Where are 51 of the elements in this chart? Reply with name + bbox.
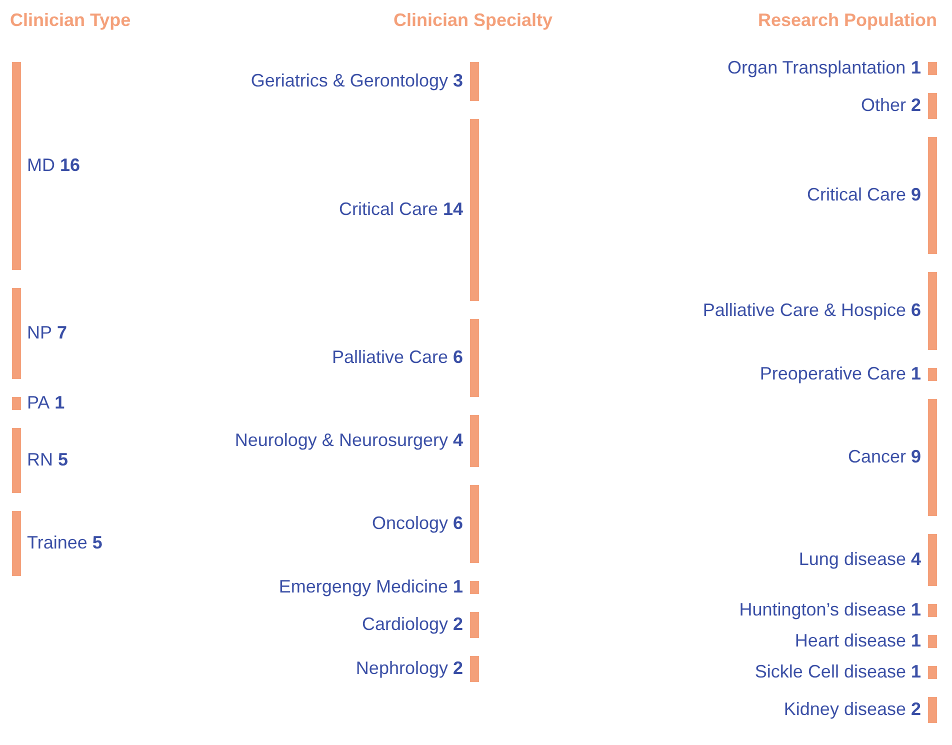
- category-label: Cancer: [848, 446, 911, 466]
- data-label: 3: [452, 70, 464, 90]
- data-label: 16: [60, 154, 80, 175]
- data-label: 1: [54, 392, 65, 412]
- category-label: Palliative Care & Hospice: [702, 300, 911, 320]
- data-label: 5: [92, 532, 102, 552]
- category-label: RN: [27, 449, 58, 470]
- data-label: 2: [910, 698, 922, 719]
- category-label: Trainee: [27, 532, 92, 552]
- data-label: 1: [910, 630, 922, 650]
- text: Clinician Type: [10, 10, 131, 30]
- data-label: 5: [58, 449, 68, 470]
- category-label: Other: [860, 94, 911, 115]
- data-label: 1: [910, 661, 922, 682]
- data-label: 2: [452, 614, 464, 634]
- category-label: NP: [27, 322, 57, 342]
- data-label: 2: [452, 658, 464, 678]
- data-label: 1: [452, 576, 464, 596]
- data-label: 6: [910, 300, 922, 320]
- category-label: Sickle Cell disease: [754, 661, 911, 682]
- category-label: Geriatrics & Gerontology: [250, 70, 453, 90]
- data-label: 9: [910, 184, 922, 204]
- category-label: Organ Transplantation: [728, 57, 911, 78]
- data-label: 2: [910, 94, 922, 115]
- category-label: Huntington’s disease: [739, 599, 912, 620]
- data-label: 6: [452, 512, 464, 533]
- category-label: PA: [27, 392, 54, 412]
- category-label: MD: [27, 154, 60, 175]
- category-label: Cardiology: [362, 614, 453, 634]
- category-label: Kidney disease: [784, 698, 911, 719]
- data-label: 1: [910, 599, 922, 620]
- data-label: 6: [452, 346, 464, 367]
- category-label: Lung disease: [798, 548, 911, 569]
- category-label: Critical Care: [338, 198, 443, 219]
- data-label: 1: [910, 363, 922, 384]
- data-label: 1: [910, 57, 922, 78]
- category-label: Neurology & Neurosurgery: [234, 430, 453, 450]
- text: Clinician Specialty: [393, 10, 553, 30]
- data-label: 4: [452, 430, 464, 450]
- category-label: Palliative Care: [332, 346, 453, 367]
- category-label: Critical Care: [806, 184, 911, 204]
- category-label: Oncology: [372, 512, 453, 533]
- category-label: Nephrology: [356, 658, 453, 678]
- category-label: Heart disease: [794, 630, 911, 650]
- category-label: Emergengy Medicine: [278, 576, 453, 596]
- category-label: Preoperative Care: [760, 363, 911, 384]
- data-label: 14: [442, 198, 464, 219]
- data-label: 7: [57, 322, 68, 342]
- data-label: 4: [910, 548, 922, 569]
- text: Research Population: [758, 10, 937, 30]
- data-label: 9: [910, 446, 922, 466]
